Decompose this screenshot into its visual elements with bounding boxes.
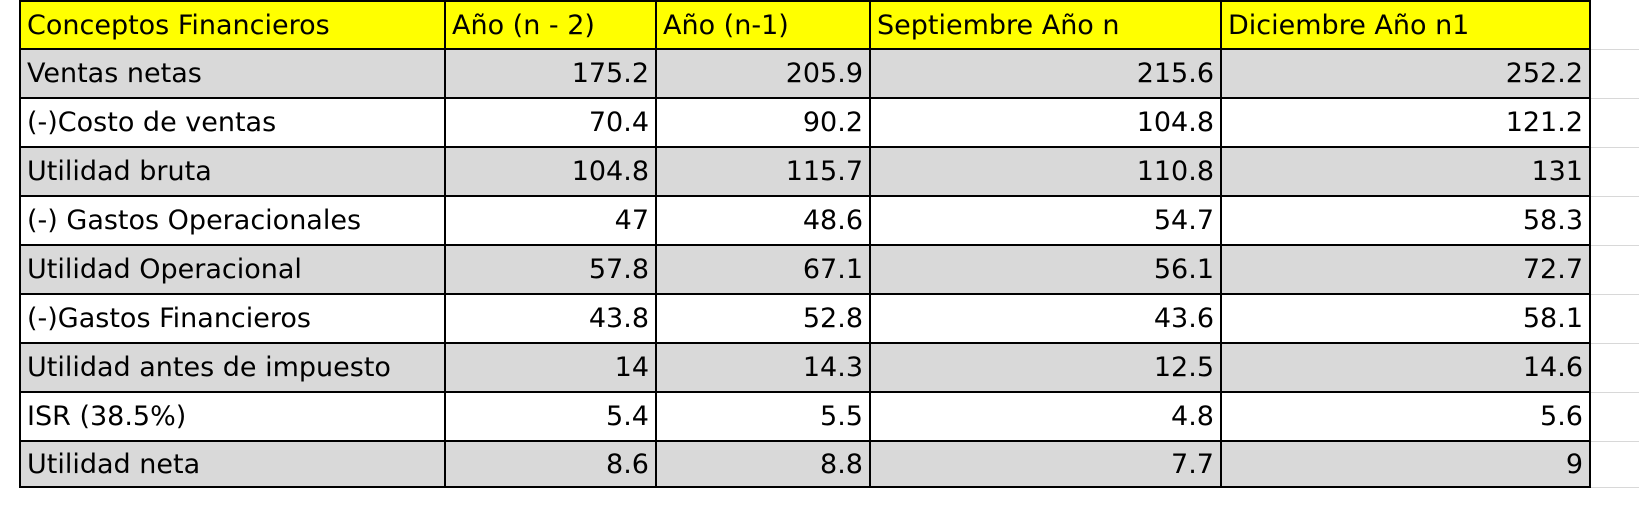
concept-cell[interactable]: Utilidad Operacional	[20, 245, 446, 295]
value-cell[interactable]: 5.4	[445, 392, 657, 442]
concept-cell[interactable]: ISR (38.5%)	[20, 392, 446, 442]
value-cell[interactable]: 215.6	[870, 49, 1222, 99]
financial-table: Conceptos Financieros Año (n - 2) Año (n…	[0, 0, 1639, 488]
value-cell[interactable]: 43.8	[445, 294, 657, 344]
value-cell[interactable]: 58.3	[1221, 196, 1591, 246]
value-cell[interactable]: 12.5	[870, 343, 1222, 393]
concept-cell[interactable]: Utilidad neta	[20, 441, 446, 488]
value-cell[interactable]: 14	[445, 343, 657, 393]
row-gutter	[0, 147, 21, 196]
header-row: Conceptos Financieros Año (n - 2) Año (n…	[0, 0, 1639, 50]
table-row: (-)Gastos Financieros 43.8 52.8 43.6 58.…	[0, 294, 1639, 344]
concept-cell[interactable]: Ventas netas	[20, 49, 446, 99]
value-cell[interactable]: 67.1	[656, 245, 871, 295]
value-cell[interactable]: 72.7	[1221, 245, 1591, 295]
value-cell[interactable]: 9	[1221, 441, 1591, 488]
value-cell[interactable]: 121.2	[1221, 98, 1591, 148]
table-row: Utilidad antes de impuesto 14 14.3 12.5 …	[0, 343, 1639, 393]
row-gutter	[0, 196, 21, 245]
table-row: Utilidad bruta 104.8 115.7 110.8 131	[0, 147, 1639, 197]
empty-cell[interactable]	[1590, 441, 1639, 488]
value-cell[interactable]: 5.6	[1221, 392, 1591, 442]
value-cell[interactable]: 104.8	[870, 98, 1222, 148]
value-cell[interactable]: 47	[445, 196, 657, 246]
header-cell-concepts[interactable]: Conceptos Financieros	[20, 0, 446, 50]
empty-cell[interactable]	[1590, 49, 1639, 99]
value-cell[interactable]: 70.4	[445, 98, 657, 148]
table-row: (-) Gastos Operacionales 47 48.6 54.7 58…	[0, 196, 1639, 246]
empty-cell[interactable]	[1590, 1, 1639, 50]
value-cell[interactable]: 131	[1221, 147, 1591, 197]
value-cell[interactable]: 90.2	[656, 98, 871, 148]
row-gutter	[0, 1, 21, 49]
value-cell[interactable]: 8.8	[656, 441, 871, 488]
value-cell[interactable]: 205.9	[656, 49, 871, 99]
table-row: Ventas netas 175.2 205.9 215.6 252.2	[0, 49, 1639, 99]
value-cell[interactable]: 58.1	[1221, 294, 1591, 344]
header-cell-year-n-2[interactable]: Año (n - 2)	[445, 0, 657, 50]
value-cell[interactable]: 48.6	[656, 196, 871, 246]
empty-cell[interactable]	[1590, 147, 1639, 197]
value-cell[interactable]: 52.8	[656, 294, 871, 344]
row-gutter	[0, 343, 21, 392]
empty-cell[interactable]	[1590, 343, 1639, 393]
row-gutter	[0, 441, 21, 487]
value-cell[interactable]: 14.3	[656, 343, 871, 393]
value-cell[interactable]: 54.7	[870, 196, 1222, 246]
value-cell[interactable]: 5.5	[656, 392, 871, 442]
row-gutter	[0, 98, 21, 147]
header-cell-december[interactable]: Diciembre Año n1	[1221, 0, 1591, 50]
table-row: (-)Costo de ventas 70.4 90.2 104.8 121.2	[0, 98, 1639, 148]
empty-cell[interactable]	[1590, 294, 1639, 344]
table-row: Utilidad neta 8.6 8.8 7.7 9	[0, 441, 1639, 488]
value-cell[interactable]: 7.7	[870, 441, 1222, 488]
empty-cell[interactable]	[1590, 196, 1639, 246]
table-row: ISR (38.5%) 5.4 5.5 4.8 5.6	[0, 392, 1639, 442]
value-cell[interactable]: 4.8	[870, 392, 1222, 442]
row-gutter	[0, 49, 21, 98]
table-row: Utilidad Operacional 57.8 67.1 56.1 72.7	[0, 245, 1639, 295]
row-gutter	[0, 245, 21, 294]
value-cell[interactable]: 8.6	[445, 441, 657, 488]
empty-cell[interactable]	[1590, 245, 1639, 295]
empty-cell[interactable]	[1590, 98, 1639, 148]
row-gutter	[0, 392, 21, 441]
concept-cell[interactable]: (-)Costo de ventas	[20, 98, 446, 148]
concept-cell[interactable]: (-)Gastos Financieros	[20, 294, 446, 344]
value-cell[interactable]: 14.6	[1221, 343, 1591, 393]
value-cell[interactable]: 104.8	[445, 147, 657, 197]
value-cell[interactable]: 56.1	[870, 245, 1222, 295]
empty-cell[interactable]	[1590, 392, 1639, 442]
value-cell[interactable]: 115.7	[656, 147, 871, 197]
value-cell[interactable]: 175.2	[445, 49, 657, 99]
value-cell[interactable]: 57.8	[445, 245, 657, 295]
header-cell-september[interactable]: Septiembre Año n	[870, 0, 1222, 50]
concept-cell[interactable]: (-) Gastos Operacionales	[20, 196, 446, 246]
concept-cell[interactable]: Utilidad bruta	[20, 147, 446, 197]
header-cell-year-n-1[interactable]: Año (n-1)	[656, 0, 871, 50]
concept-cell[interactable]: Utilidad antes de impuesto	[20, 343, 446, 393]
value-cell[interactable]: 252.2	[1221, 49, 1591, 99]
row-gutter	[0, 294, 21, 343]
value-cell[interactable]: 43.6	[870, 294, 1222, 344]
value-cell[interactable]: 110.8	[870, 147, 1222, 197]
